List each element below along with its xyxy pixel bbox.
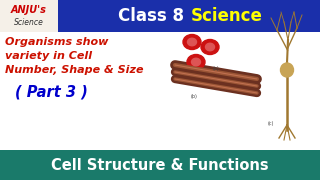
Text: (a): (a) — [213, 66, 220, 71]
Text: Organisms show: Organisms show — [5, 37, 108, 47]
FancyBboxPatch shape — [0, 150, 320, 180]
FancyBboxPatch shape — [0, 0, 320, 32]
Text: Number, Shape & Size: Number, Shape & Size — [5, 65, 143, 75]
Ellipse shape — [187, 55, 205, 69]
Text: Class 8: Class 8 — [118, 7, 184, 25]
Text: ANJU's: ANJU's — [11, 5, 47, 15]
Text: ( Part 3 ): ( Part 3 ) — [15, 84, 88, 100]
Text: variety in Cell: variety in Cell — [5, 51, 92, 61]
FancyBboxPatch shape — [0, 0, 58, 32]
Ellipse shape — [281, 63, 293, 77]
Text: Cell Structure & Functions: Cell Structure & Functions — [51, 158, 269, 172]
Text: (b): (b) — [191, 93, 198, 98]
Ellipse shape — [191, 58, 201, 66]
Ellipse shape — [201, 39, 219, 55]
Text: Science: Science — [191, 7, 263, 25]
Text: Science: Science — [14, 17, 44, 26]
Ellipse shape — [205, 43, 214, 51]
Ellipse shape — [188, 38, 196, 46]
Text: (c): (c) — [268, 120, 274, 125]
Ellipse shape — [183, 35, 201, 50]
